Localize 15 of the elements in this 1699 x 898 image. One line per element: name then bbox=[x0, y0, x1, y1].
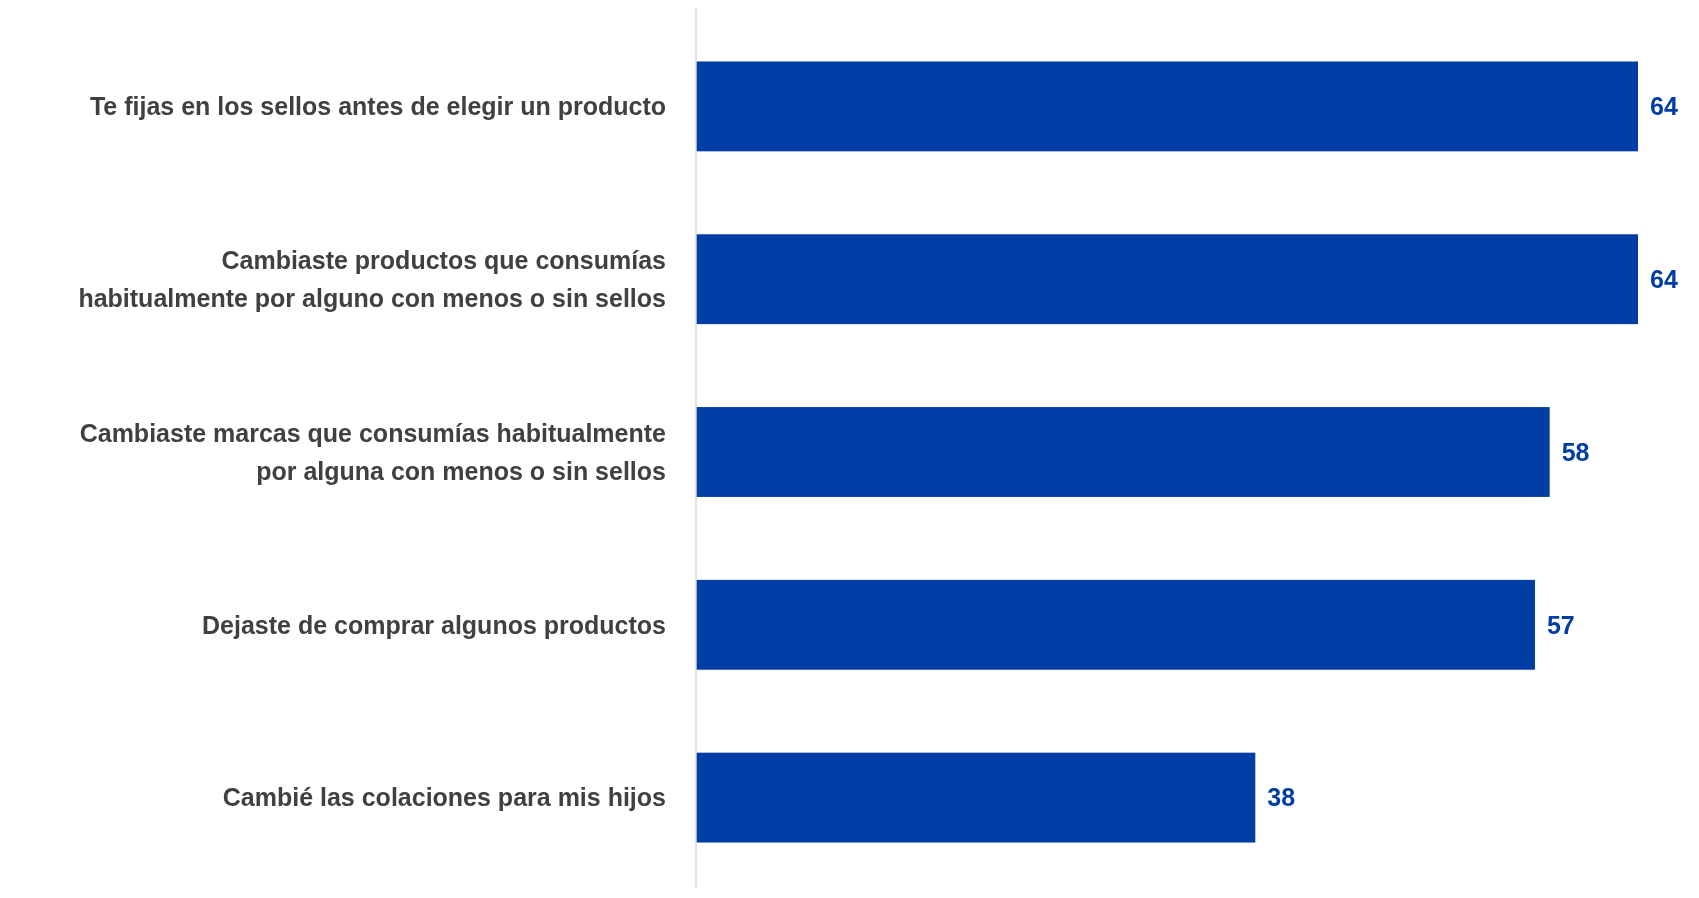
y-tick-label: Cambiaste marcas que consumías habitualmente por alguna con menos o sin sellos bbox=[79, 418, 667, 485]
data-label: 57 bbox=[1546, 610, 1575, 639]
bar bbox=[696, 407, 1550, 497]
bar bbox=[696, 234, 1638, 325]
y-tick-label: Te fijas en los sellos antes de elegir un producto bbox=[89, 92, 666, 121]
bar bbox=[696, 61, 1638, 152]
data-label: 58 bbox=[1561, 437, 1590, 466]
data-label: 64 bbox=[1650, 264, 1678, 293]
data-label: 64 bbox=[1650, 92, 1678, 121]
data-label: 38 bbox=[1267, 783, 1296, 812]
bar bbox=[696, 579, 1535, 670]
y-tick-label: Dejaste de comprar algunos productos bbox=[202, 610, 666, 639]
y-tick-label: Cambié las colaciones para mis hijos bbox=[222, 783, 666, 812]
bar bbox=[696, 752, 1256, 843]
y-tick-label: Cambiaste productos que consumías habitualmente por alguno con menos o sin sellos bbox=[78, 245, 666, 312]
